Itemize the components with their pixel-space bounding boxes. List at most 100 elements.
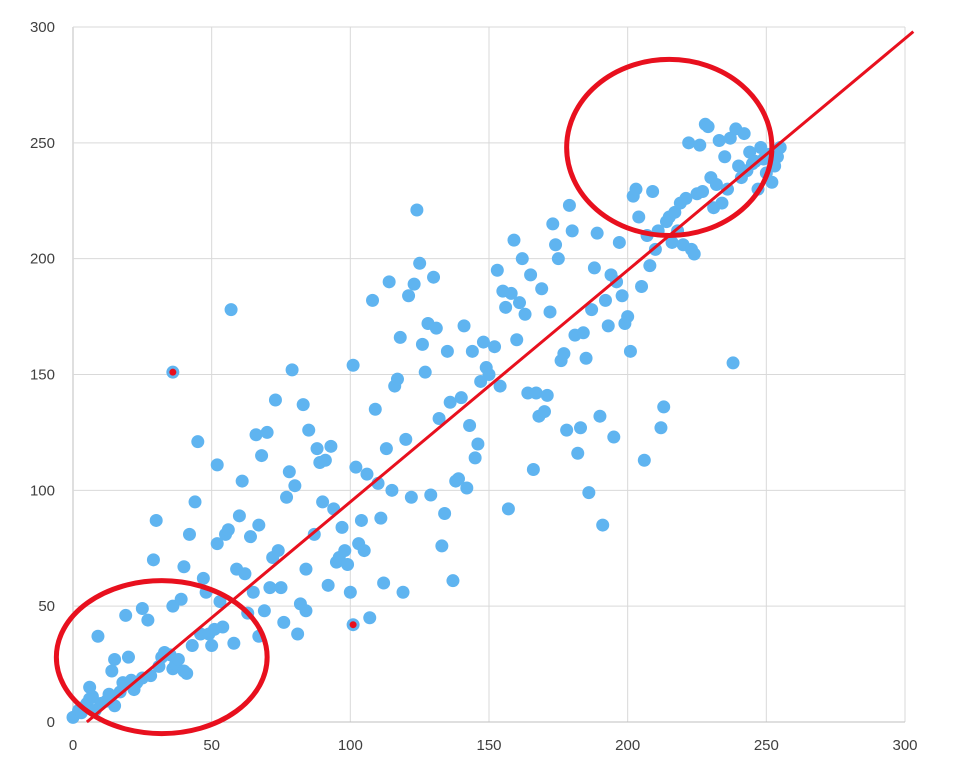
data-point [390, 372, 404, 386]
y-tick-label: 0 [47, 714, 55, 731]
data-point [393, 330, 407, 344]
data-point [221, 523, 235, 537]
data-point [338, 544, 352, 558]
data-point [379, 442, 393, 456]
data-point [562, 198, 576, 212]
data-point [565, 224, 579, 238]
data-point [135, 601, 149, 615]
data-point [277, 615, 291, 629]
data-point [587, 261, 601, 275]
data-point [296, 398, 310, 412]
data-point [537, 405, 551, 419]
data-point [585, 303, 599, 317]
data-point [665, 235, 679, 249]
data-point [341, 557, 355, 571]
data-point [246, 585, 260, 599]
data-point [171, 652, 185, 666]
data-point [535, 282, 549, 296]
data-point [510, 333, 524, 347]
x-tick-label: 150 [476, 737, 501, 754]
data-point [407, 277, 421, 291]
data-point [418, 365, 432, 379]
data-point [299, 604, 313, 618]
data-point [637, 453, 651, 467]
data-point [712, 134, 726, 148]
data-point [316, 495, 330, 509]
data-point [285, 363, 299, 377]
data-point [374, 511, 388, 525]
grid [72, 26, 906, 723]
data-point [243, 530, 257, 544]
data-point [318, 453, 332, 467]
data-point [149, 513, 163, 527]
data-point [299, 562, 313, 576]
data-point [185, 639, 199, 653]
data-point [482, 368, 496, 381]
data-point [715, 196, 729, 210]
data-point [188, 495, 202, 509]
data-point [543, 305, 557, 319]
data-point [579, 351, 593, 365]
data-point [255, 449, 269, 463]
data-point [213, 595, 227, 609]
data-point [560, 423, 574, 437]
data-point [701, 120, 715, 134]
data-point [643, 259, 657, 273]
trend-line-layer [85, 30, 915, 724]
data-point [440, 344, 454, 358]
data-point [435, 539, 449, 553]
data-point [615, 289, 629, 303]
data-point [446, 574, 460, 588]
tick-labels: 0 50 100 150 200 250 300 0 50 100 150 200 250 300 [30, 19, 918, 754]
data-point [488, 340, 502, 354]
y-tick-label: 250 [30, 135, 55, 152]
data-point [765, 175, 779, 189]
data-point [501, 502, 515, 516]
data-point [108, 652, 122, 666]
data-point [415, 337, 429, 351]
data-point [343, 585, 357, 599]
data-point [302, 423, 316, 437]
data-point [529, 386, 543, 400]
data-point [629, 182, 643, 196]
highlighted-point [349, 621, 357, 629]
data-point [196, 571, 210, 585]
data-point [635, 279, 649, 293]
data-point [346, 358, 360, 372]
data-point [693, 138, 707, 152]
data-point [571, 446, 585, 460]
data-point [324, 439, 338, 453]
data-point [654, 421, 668, 435]
data-point [257, 604, 271, 618]
data-point [146, 553, 160, 567]
data-point [443, 395, 457, 409]
data-point [357, 544, 371, 558]
data-point [709, 178, 723, 192]
data-point [518, 307, 532, 321]
data-point [490, 263, 504, 277]
data-point [238, 567, 252, 581]
data-point [687, 247, 701, 261]
x-tick-label: 200 [615, 737, 640, 754]
data-point [235, 474, 249, 488]
data-point [557, 347, 571, 361]
data-point [182, 527, 196, 541]
data-point [83, 680, 97, 694]
data-point [216, 620, 230, 634]
data-point [424, 488, 438, 502]
data-point [321, 578, 335, 592]
annotation-circle [564, 56, 775, 238]
trend-line [85, 30, 915, 724]
data-point [288, 479, 302, 493]
data-point [499, 300, 513, 314]
data-point [646, 184, 660, 198]
y-tick-label: 100 [30, 482, 55, 499]
data-point [260, 425, 274, 439]
x-tick-label: 0 [69, 737, 77, 754]
data-point [432, 412, 446, 426]
data-point [349, 460, 363, 474]
data-point [576, 326, 590, 340]
data-point [102, 687, 116, 701]
data-point [540, 388, 554, 402]
